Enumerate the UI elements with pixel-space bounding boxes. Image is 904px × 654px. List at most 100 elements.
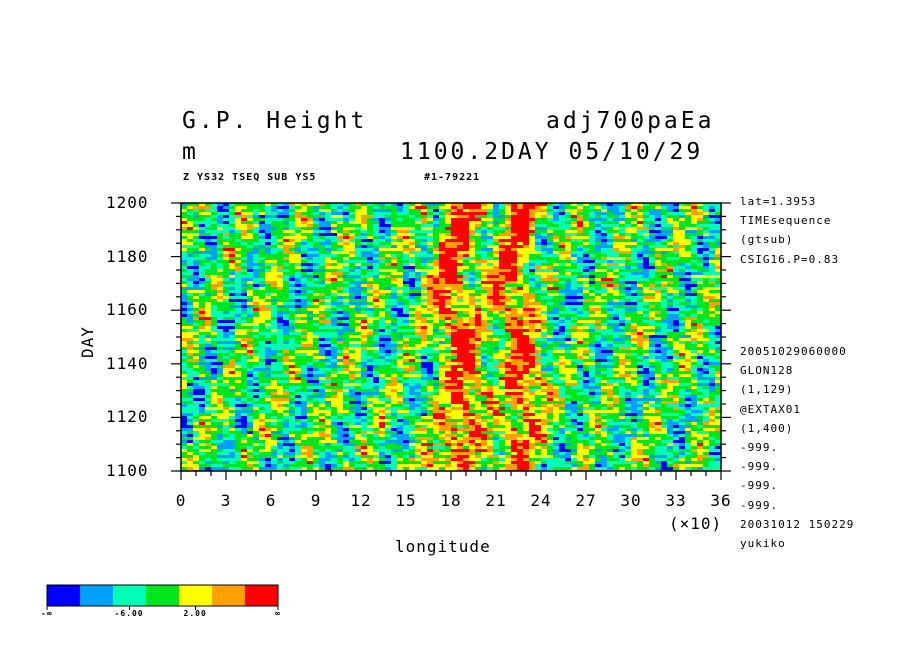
heatmap-cell <box>241 299 248 303</box>
heatmap-cell <box>253 260 260 264</box>
heatmap-cell <box>523 290 530 294</box>
heatmap-cell <box>367 335 374 339</box>
heatmap-cell <box>625 296 632 300</box>
heatmap-cell <box>319 293 326 297</box>
heatmap-cell <box>631 365 638 369</box>
heatmap-cell <box>529 221 536 225</box>
heatmap-cell <box>277 257 284 261</box>
heatmap-cell <box>637 305 644 309</box>
heatmap-cell <box>601 218 608 222</box>
heatmap-cell <box>379 275 386 279</box>
heatmap-cell <box>661 224 668 228</box>
heatmap-cell <box>637 293 644 297</box>
heatmap-cell <box>199 305 206 309</box>
heatmap-cell <box>637 311 644 315</box>
heatmap-cell <box>571 338 578 342</box>
heatmap-cell <box>229 221 236 225</box>
heatmap-cell <box>661 263 668 267</box>
heatmap-cell <box>229 233 236 237</box>
heatmap-cell <box>415 212 422 216</box>
heatmap-cell <box>439 338 446 342</box>
heatmap-cell <box>481 260 488 264</box>
heatmap-cell <box>301 260 308 264</box>
heatmap-cell <box>361 293 368 297</box>
heatmap-cell <box>589 341 596 345</box>
heatmap-cell <box>673 245 680 249</box>
heatmap-cell <box>211 233 218 237</box>
heatmap-cell <box>463 335 470 339</box>
heatmap-cell <box>601 338 608 342</box>
heatmap-cell <box>397 251 404 255</box>
heatmap-cell <box>403 332 410 336</box>
heatmap-cell <box>403 293 410 297</box>
heatmap-cell <box>565 281 572 285</box>
heatmap-cell <box>265 311 272 315</box>
heatmap-cell <box>373 362 380 366</box>
heatmap-cell <box>649 260 656 264</box>
heatmap-cell <box>373 323 380 327</box>
heatmap-cell <box>715 356 722 360</box>
heatmap-cell <box>619 338 626 342</box>
heatmap-cell <box>493 236 500 240</box>
heatmap-cell <box>187 368 194 372</box>
heatmap-cell <box>655 320 662 324</box>
heatmap-cell <box>349 293 356 297</box>
heatmap-cell <box>625 311 632 315</box>
heatmap-cell <box>637 287 644 291</box>
heatmap-cell <box>679 218 686 222</box>
heatmap-cell <box>631 206 638 210</box>
heatmap-cell <box>571 329 578 333</box>
heatmap-cell <box>421 314 428 318</box>
heatmap-cell <box>595 338 602 342</box>
heatmap-cell <box>475 332 482 336</box>
heatmap-cell <box>193 263 200 267</box>
heatmap-cell <box>247 251 254 255</box>
heatmap-cell <box>571 257 578 261</box>
heatmap-cell <box>259 254 266 258</box>
heatmap-cell <box>667 230 674 234</box>
heatmap-cell <box>193 278 200 282</box>
heatmap-cell <box>187 311 194 315</box>
heatmap-cell <box>343 284 350 288</box>
heatmap-cell <box>289 236 296 240</box>
heatmap-cell <box>385 314 392 318</box>
heatmap-cell <box>349 209 356 213</box>
heatmap-cell <box>601 290 608 294</box>
heatmap-cell <box>181 275 188 279</box>
heatmap-cell <box>325 353 332 357</box>
heatmap-cell <box>289 266 296 270</box>
heatmap-cell <box>295 206 302 210</box>
heatmap-cell <box>439 263 446 267</box>
heatmap-cell <box>397 359 404 363</box>
heatmap-cell <box>331 332 338 336</box>
heatmap-cell <box>709 215 716 219</box>
heatmap-cell <box>289 239 296 243</box>
heatmap-cell <box>343 275 350 279</box>
heatmap-cell <box>427 368 434 372</box>
heatmap-cell <box>679 350 686 354</box>
heatmap-cell <box>487 260 494 264</box>
heatmap-cell <box>271 314 278 318</box>
heatmap-cell <box>445 356 452 360</box>
heatmap-cell <box>379 263 386 267</box>
heatmap-cell <box>241 362 248 366</box>
heatmap-cell <box>703 254 710 258</box>
heatmap-cell <box>481 227 488 231</box>
heatmap-cell <box>649 365 656 369</box>
heatmap-cell <box>493 332 500 336</box>
heatmap-cell <box>601 206 608 210</box>
heatmap-cell <box>193 323 200 327</box>
heatmap-cell <box>181 227 188 231</box>
heatmap-cell <box>361 302 368 306</box>
heatmap-cell <box>403 329 410 333</box>
heatmap-cell <box>391 263 398 267</box>
heatmap-cell <box>499 206 506 210</box>
heatmap-cell <box>709 299 716 303</box>
heatmap-cell <box>703 242 710 246</box>
heatmap-cell <box>283 338 290 342</box>
heatmap-cell <box>493 242 500 246</box>
heatmap-cell <box>517 218 524 222</box>
heatmap-cell <box>691 323 698 327</box>
heatmap-cell <box>571 263 578 267</box>
heatmap-cell <box>493 254 500 258</box>
